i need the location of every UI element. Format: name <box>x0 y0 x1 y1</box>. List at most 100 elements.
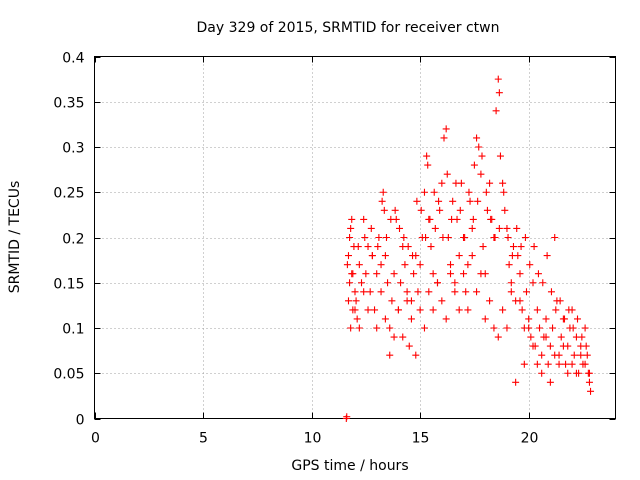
data-point <box>473 134 481 142</box>
data-point <box>536 324 544 332</box>
data-point <box>525 315 533 323</box>
data-point <box>409 252 417 260</box>
y-tick-label: 0.25 <box>53 186 84 202</box>
data-point <box>420 324 428 332</box>
data-point <box>547 288 555 296</box>
data-point <box>429 306 437 314</box>
data-point <box>435 197 443 205</box>
data-point <box>414 288 422 296</box>
data-point <box>556 297 564 305</box>
data-point <box>401 261 409 269</box>
data-point <box>436 206 444 214</box>
data-point <box>430 188 438 196</box>
data-point <box>500 188 508 196</box>
y-tick-label: 0.2 <box>62 232 84 248</box>
data-point <box>361 234 369 241</box>
data-point <box>481 315 489 323</box>
data-point <box>377 288 385 296</box>
data-point <box>520 360 528 368</box>
data-point <box>581 324 589 332</box>
data-point <box>518 306 526 314</box>
data-point <box>542 315 550 323</box>
data-point <box>347 224 355 232</box>
data-point <box>501 206 509 214</box>
data-point <box>382 234 390 241</box>
x-tick-label: 5 <box>199 431 208 447</box>
data-point <box>364 306 372 314</box>
data-point <box>375 234 383 241</box>
data-point <box>377 261 385 269</box>
plot-frame <box>94 56 616 419</box>
data-point <box>555 360 563 368</box>
x-tick-label: 10 <box>304 431 322 447</box>
data-point <box>570 351 578 359</box>
y-tick-label: 0.05 <box>53 367 84 383</box>
data-points <box>342 75 595 422</box>
data-point <box>569 324 577 332</box>
data-point <box>477 270 485 278</box>
data-point <box>495 89 503 97</box>
y-tick-label: 0.4 <box>62 51 84 67</box>
data-point <box>438 179 446 187</box>
data-point <box>354 243 362 251</box>
data-point <box>384 279 392 287</box>
data-point <box>373 270 381 278</box>
data-point <box>494 75 502 83</box>
data-point <box>534 270 542 278</box>
data-point <box>344 252 352 260</box>
data-point <box>394 306 402 314</box>
data-point <box>582 342 590 350</box>
y-axis-label: SRMTID / TECUs <box>7 181 23 294</box>
data-point <box>468 224 476 232</box>
data-point <box>483 206 491 214</box>
data-point <box>443 170 451 178</box>
data-point <box>407 315 415 323</box>
data-point <box>516 270 524 278</box>
data-point <box>424 161 432 169</box>
data-point <box>527 333 535 341</box>
data-point <box>388 297 396 305</box>
data-point <box>447 270 455 278</box>
data-point <box>560 315 568 323</box>
data-point <box>410 270 418 278</box>
data-point <box>494 333 502 341</box>
data-point <box>429 270 437 278</box>
data-point <box>404 243 412 251</box>
data-point <box>512 378 520 386</box>
data-point <box>538 369 546 377</box>
data-point <box>413 197 421 205</box>
data-point <box>466 197 474 205</box>
data-point <box>386 324 394 332</box>
data-point <box>358 279 366 287</box>
data-point <box>491 234 499 241</box>
data-point <box>546 378 554 386</box>
data-point <box>360 288 368 296</box>
data-point <box>549 324 557 332</box>
data-point <box>439 234 447 241</box>
data-point <box>426 215 434 223</box>
data-point <box>530 243 538 251</box>
data-point <box>433 279 441 287</box>
data-point <box>343 413 351 421</box>
data-point <box>585 369 593 377</box>
data-point <box>399 333 407 341</box>
data-point <box>427 243 435 251</box>
data-point <box>469 215 477 223</box>
x-axis-label: GPS time / hours <box>291 458 408 474</box>
data-point <box>343 261 351 269</box>
data-point <box>499 306 507 314</box>
data-point <box>478 152 486 160</box>
data-point <box>503 224 511 232</box>
data-point <box>496 152 504 160</box>
y-tick-label: 0.35 <box>53 96 84 112</box>
data-point <box>440 134 448 142</box>
data-point <box>381 252 389 260</box>
data-point <box>344 297 352 305</box>
data-point <box>391 206 399 214</box>
data-point <box>509 243 517 251</box>
data-point <box>495 224 503 232</box>
data-point <box>562 360 570 368</box>
data-point <box>412 351 420 359</box>
data-point <box>461 234 469 241</box>
